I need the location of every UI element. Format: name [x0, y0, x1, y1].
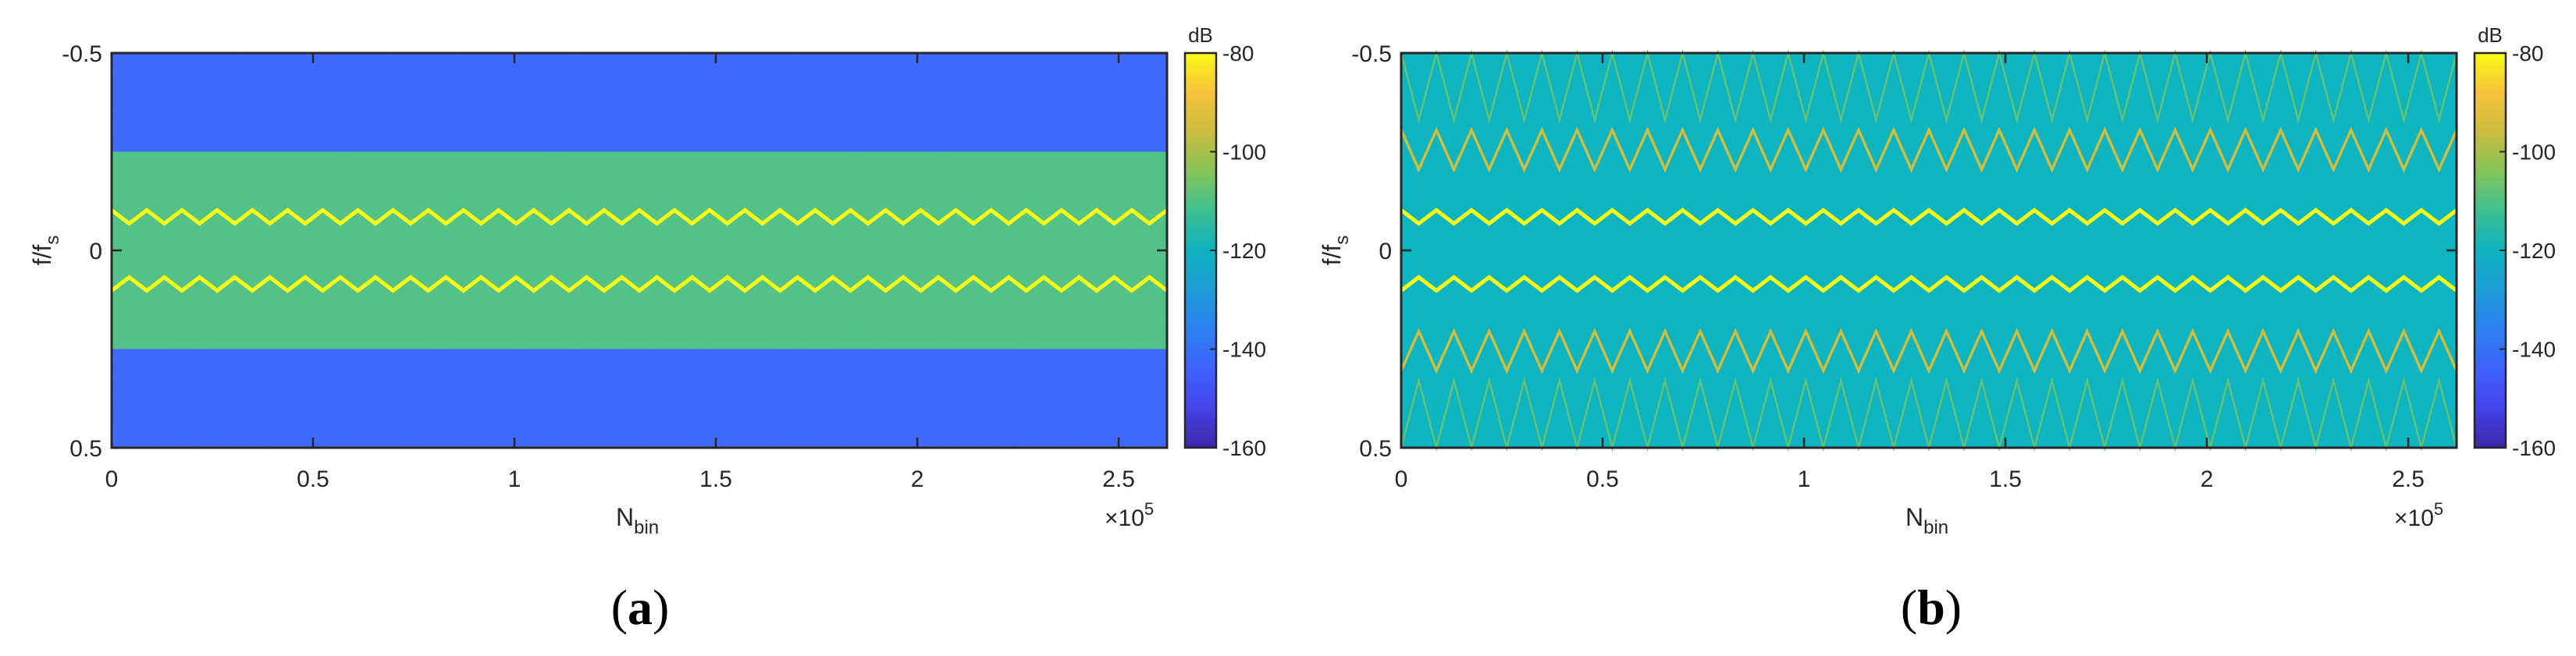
y-axis-label-text-b: f/fs: [1318, 236, 1353, 266]
colorbar-tick-label-a-1: -100: [1222, 140, 1266, 165]
y-ticks-a: -0.5 0 0.5: [62, 41, 1167, 462]
y-tick-label-b-0: -0.5: [1351, 41, 1392, 67]
panel-letter-a: a: [628, 580, 653, 635]
x-exponent-text-a: ×105: [1105, 499, 1154, 531]
colorbar-a: dB -80 -100 -120 -140 -160: [1183, 23, 1266, 460]
panel-letter-b: b: [1917, 580, 1945, 635]
colorbar-tick-label-b-4: -160: [2512, 436, 2556, 460]
colorbar-b: dB -80 -100 -120 -140 -160: [2473, 23, 2556, 460]
x-tick-label-a-4: 2: [911, 466, 924, 492]
x-ticks-a: 0 0.5 1 1.5 2 2.5: [105, 53, 1135, 492]
x-exponent-a: ×105: [1105, 499, 1154, 531]
tone-trace-b-3: [1400, 328, 2458, 374]
x-tick-label-a-2: 1: [508, 466, 521, 492]
colorbar-tick-label-b-1: -100: [2512, 140, 2556, 165]
x-tick-label-b-5: 2.5: [2392, 466, 2425, 492]
colorbar-tick-label-a-0: -80: [1222, 41, 1254, 66]
colorbar-label-b: dB: [2478, 23, 2503, 47]
x-axis-label-b: Nbin: [1905, 503, 1948, 538]
noise-texture-a: [112, 53, 1167, 448]
tone-trace-b-1: [1400, 275, 2458, 293]
colorbar-label-a: dB: [1188, 23, 1213, 47]
panel-caption-text-a: (a): [611, 580, 670, 635]
y-tick-label-a-0: -0.5: [62, 41, 102, 67]
panel-caption-text-b: (b): [1901, 580, 1962, 635]
y-axis-label-a: f/fs: [28, 236, 63, 266]
heatmap-b: [1400, 49, 2458, 452]
x-tick-label-a-1: 0.5: [297, 466, 329, 492]
colorbar-tick-label-b-3: -140: [2512, 338, 2556, 362]
x-tick-label-b-0: 0: [1395, 466, 1408, 492]
x-tick-label-a-5: 2.5: [1102, 466, 1135, 492]
panel-caption-b: (b): [1901, 580, 1962, 635]
x-ticks-b: 0 0.5 1 1.5 2 2.5: [1395, 53, 2425, 492]
x-tick-label-a-3: 1.5: [699, 466, 732, 492]
y-tick-label-b-2: 0.5: [1359, 436, 1392, 462]
colorbar-tick-label-a-2: -120: [1222, 239, 1266, 263]
y-tick-label-a-1: 0: [89, 239, 102, 264]
x-tick-label-b-1: 0.5: [1586, 466, 1619, 492]
y-ticks-b: -0.5 0 0.5: [1351, 41, 2457, 462]
tone-trace-a-0: [110, 207, 1169, 226]
heatmap-a: [110, 53, 1169, 448]
x-exponent-text-b: ×105: [2394, 499, 2443, 531]
colorbar-tick-label-a-4: -160: [1222, 436, 1266, 460]
panel-b: 0 0.5 1 1.5 2 2.5 -0.500.5 Nbin f/fs ×105 dB-…: [1318, 23, 2556, 635]
x-axis-label-text-a: Nbin: [616, 503, 659, 538]
colorbar-tick-label-a-3: -140: [1222, 338, 1266, 362]
x-tick-label-b-4: 2: [2201, 466, 2214, 492]
noise-texture-b: [1401, 53, 2457, 448]
x-tick-label-b-2: 1: [1798, 466, 1811, 492]
colorbar-tick-label-b-0: -80: [2512, 41, 2543, 66]
tones-a: [110, 207, 1169, 293]
tone-trace-a-1: [110, 275, 1169, 293]
y-axis-label-b: f/fs: [1318, 236, 1353, 266]
y-tick-label-b-1: 0: [1379, 239, 1392, 264]
panel-caption-a: (a): [611, 580, 670, 635]
x-tick-label-b-3: 1.5: [1989, 466, 2022, 492]
x-tick-label-a-0: 0: [105, 466, 119, 492]
tone-trace-b-0: [1400, 207, 2458, 226]
y-tick-label-a-2: 0.5: [69, 436, 102, 462]
panel-a: 0 0.5 1 1.5 2 2.5 -0.500.5 Nbin f/fs ×105 dB-…: [28, 23, 1266, 635]
y-axis-label-text-a: f/fs: [28, 236, 63, 266]
x-exponent-b: ×105: [2394, 499, 2443, 531]
x-axis-label-text-b: Nbin: [1905, 503, 1948, 538]
colorbar-tick-label-b-2: -120: [2512, 239, 2556, 263]
tone-trace-b-2: [1400, 126, 2458, 173]
x-axis-label-a: Nbin: [616, 503, 659, 538]
